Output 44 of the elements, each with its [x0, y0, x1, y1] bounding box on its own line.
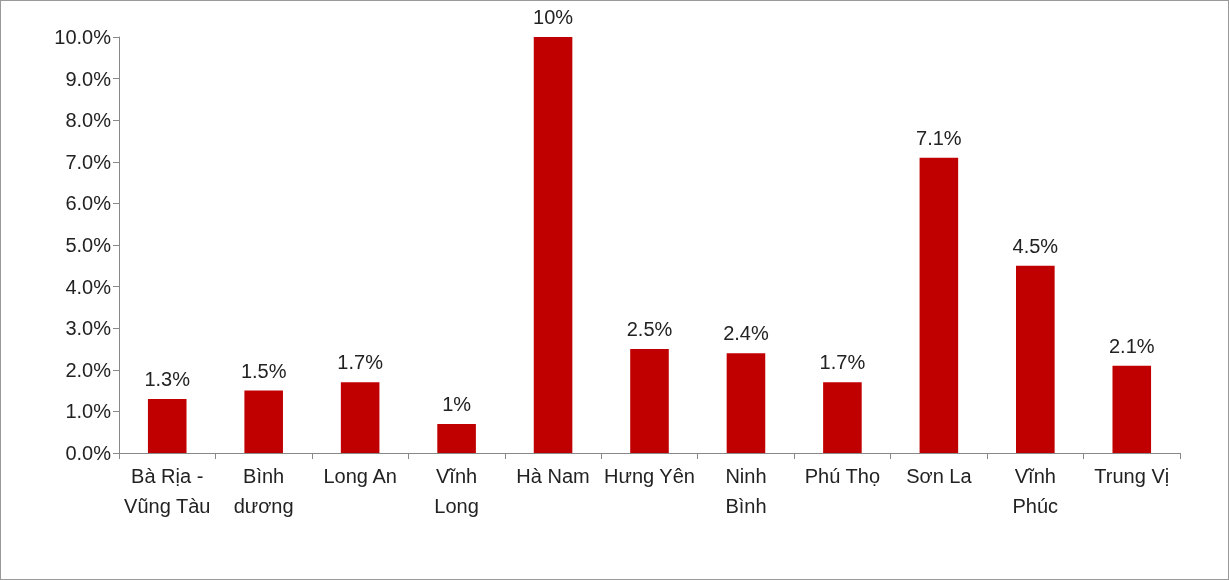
- y-tick-label: 1.0%: [65, 400, 112, 423]
- y-tick-label: 7.0%: [65, 150, 112, 173]
- data-label: 1.7%: [819, 351, 866, 374]
- data-label: 10%: [533, 6, 574, 28]
- data-label: 1.7%: [337, 351, 384, 374]
- y-tick-label: 2.0%: [65, 358, 112, 381]
- data-label: 1%: [442, 392, 472, 415]
- data-label: 4.5%: [1012, 234, 1059, 257]
- y-tick-label: 10.0%: [54, 26, 112, 48]
- x-tick-label: Trung Vị: [1094, 465, 1170, 487]
- bar: [533, 37, 573, 453]
- x-tick-label: Phú Thọ: [804, 465, 881, 487]
- data-label: 1.3%: [144, 367, 191, 390]
- bar: [630, 349, 669, 453]
- x-tick-label: Vĩnh Long: [434, 465, 479, 517]
- y-tick-label: 0.0%: [65, 442, 112, 464]
- bar: [1112, 365, 1152, 453]
- x-tick-label: Long An: [323, 465, 397, 487]
- data-label: 7.1%: [916, 126, 962, 149]
- bar: [437, 423, 476, 453]
- x-tick-label: Sơn La: [906, 465, 973, 487]
- bar: [244, 390, 283, 453]
- y-tick-label: 8.0%: [65, 109, 112, 132]
- bar: [919, 157, 959, 453]
- x-tick-label: Vĩnh Phúc: [1012, 465, 1059, 517]
- x-tick-label: Hưng Yên: [604, 465, 695, 487]
- bar: [340, 382, 380, 453]
- x-tick-label: Bà Rịa - Vũng Tàu: [124, 465, 211, 517]
- y-tick-label: 5.0%: [65, 234, 112, 256]
- data-label: 2.4%: [723, 322, 769, 345]
- y-tick-label: 4.0%: [65, 275, 112, 298]
- x-tick-label: Ninh Bình: [725, 465, 767, 517]
- bar: [1016, 265, 1055, 453]
- data-label: 2.1%: [1108, 334, 1155, 357]
- x-tick-label: Hà Nam: [516, 465, 590, 487]
- y-tick-label: 3.0%: [65, 317, 112, 340]
- y-tick-label: 6.0%: [65, 192, 112, 215]
- x-tick-label: Bình dương: [233, 465, 294, 517]
- bar: [726, 353, 766, 453]
- data-label: 2.5%: [626, 318, 673, 340]
- data-label: 1.5%: [240, 359, 287, 382]
- bar: [823, 382, 862, 453]
- bar: [147, 398, 187, 453]
- y-tick-label: 9.0%: [65, 67, 112, 90]
